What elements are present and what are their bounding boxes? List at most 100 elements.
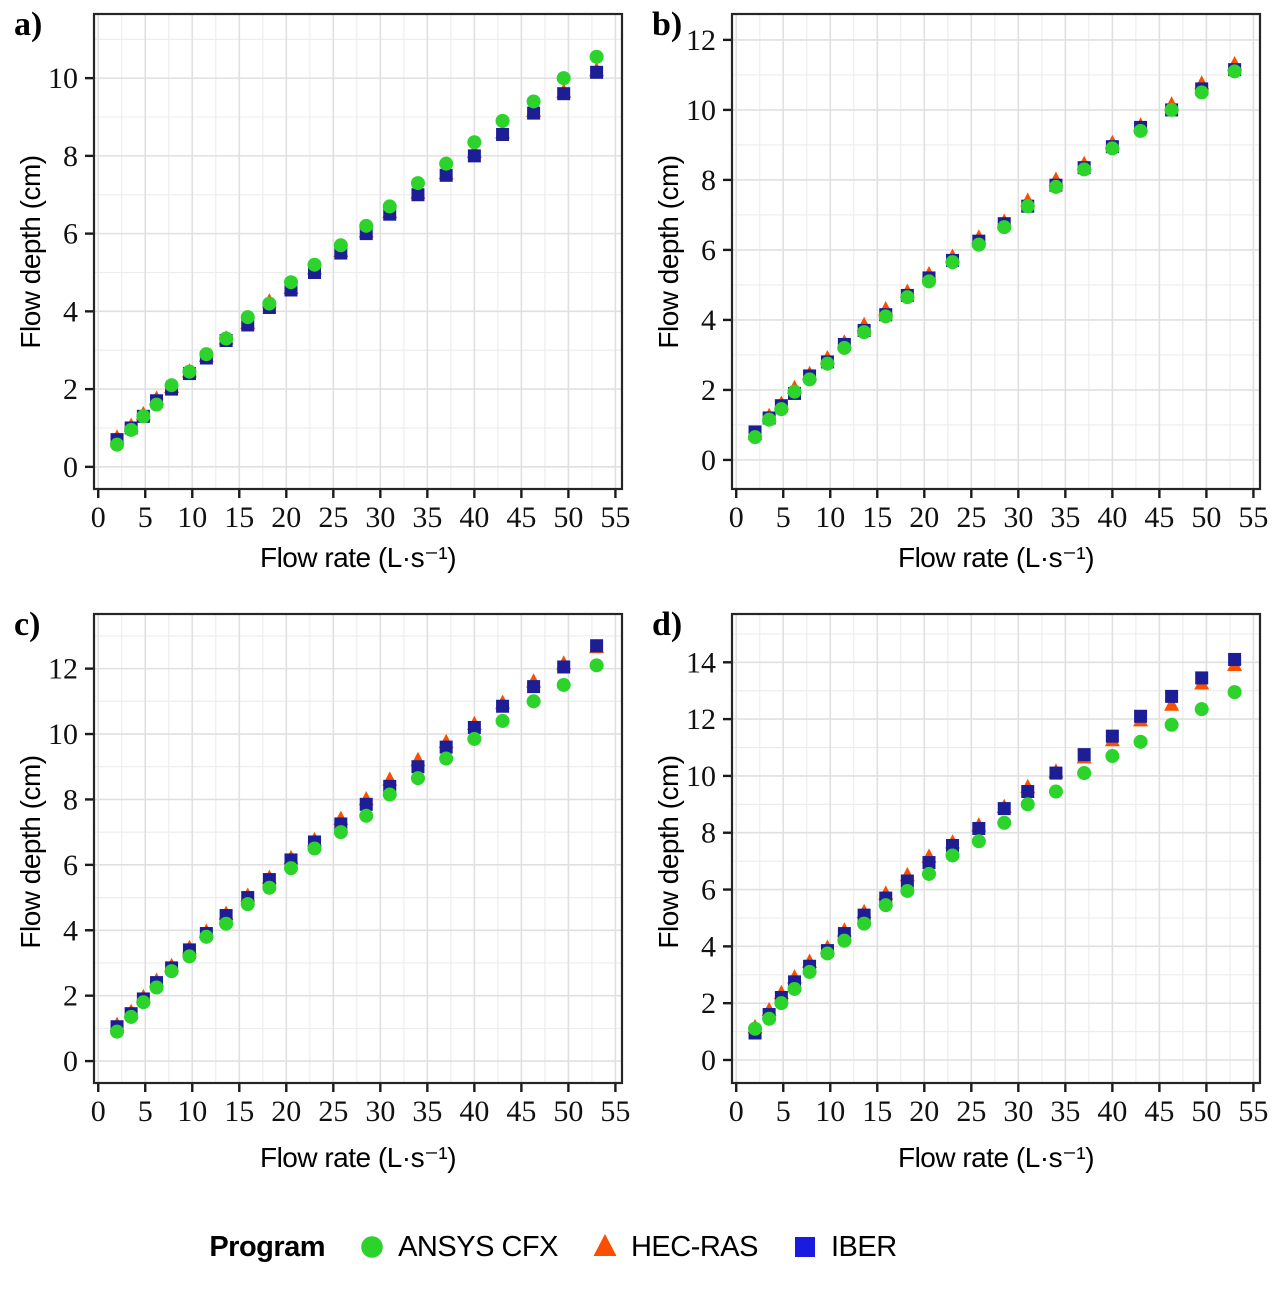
svg-text:35: 35: [412, 501, 442, 534]
svg-text:30: 30: [365, 501, 395, 534]
svg-text:0: 0: [63, 1045, 78, 1078]
svg-text:25: 25: [956, 1095, 986, 1128]
svg-text:15: 15: [224, 501, 254, 534]
svg-text:2: 2: [63, 980, 78, 1013]
panel-c-x-axis-title: Flow rate (L·s⁻¹): [259, 1142, 457, 1173]
svg-text:5: 5: [138, 501, 153, 534]
svg-text:0: 0: [701, 444, 716, 477]
svg-text:0: 0: [91, 1095, 106, 1128]
svg-text:25: 25: [318, 1095, 348, 1128]
svg-text:12: 12: [48, 653, 78, 686]
svg-text:20: 20: [271, 1095, 301, 1128]
svg-text:2: 2: [701, 374, 716, 407]
svg-text:6: 6: [63, 218, 78, 251]
svg-text:55: 55: [600, 1095, 630, 1128]
svg-text:4: 4: [701, 930, 716, 963]
svg-text:6: 6: [701, 234, 716, 267]
svg-text:35: 35: [1050, 501, 1080, 534]
svg-text:40: 40: [1097, 501, 1127, 534]
svg-text:5: 5: [138, 1095, 153, 1128]
svg-text:10: 10: [686, 760, 716, 793]
legend-item-hec-ras: HEC-RAS: [592, 1231, 758, 1264]
legend: Program ANSYS CFX HEC-RAS IBER: [0, 1212, 1191, 1282]
svg-text:10: 10: [177, 501, 207, 534]
panel-b-letter: b): [652, 6, 683, 43]
legend-item-ansys-cfx: ANSYS CFX: [359, 1231, 558, 1264]
panel-c: 0 5 10 15 20 25 30 35 40 45 50 55 0 2 4 6 8 10 12 c) Flow …: [0, 600, 638, 1200]
svg-text:55: 55: [1238, 501, 1268, 534]
series-ansys-cfx: [748, 685, 1242, 1036]
panel-c-letter: c): [14, 606, 41, 643]
panel-a-letter: a): [14, 6, 43, 43]
legend-label-hec-ras: HEC-RAS: [630, 1230, 759, 1263]
svg-text:20: 20: [909, 1095, 939, 1128]
svg-text:10: 10: [815, 501, 845, 534]
svg-text:8: 8: [701, 164, 716, 197]
svg-text:4: 4: [63, 914, 78, 947]
svg-text:40: 40: [459, 1095, 489, 1128]
iber-square-icon: [794, 1237, 815, 1257]
svg-text:40: 40: [1097, 1095, 1127, 1128]
svg-text:2: 2: [63, 373, 78, 406]
svg-text:55: 55: [600, 501, 630, 534]
series-ansys-cfx: [748, 64, 1242, 445]
svg-text:8: 8: [63, 140, 78, 173]
panel-a-y-axis-title: Flow depth (cm): [15, 155, 46, 349]
svg-text:0: 0: [91, 501, 106, 534]
svg-text:0: 0: [701, 1044, 716, 1077]
panel-d: 0 5 10 15 20 25 30 35 40 45 50 55 0 2 4 6 8 10 12 14 d) Flo…: [638, 600, 1276, 1200]
svg-text:25: 25: [956, 501, 986, 534]
svg-text:2: 2: [701, 987, 716, 1020]
svg-text:12: 12: [686, 24, 716, 57]
svg-text:4: 4: [63, 295, 78, 328]
svg-text:6: 6: [63, 849, 78, 882]
legend-item-iber: IBER: [792, 1231, 897, 1264]
legend-title: Program: [209, 1230, 326, 1263]
panel-c-y-axis-title: Flow depth (cm): [15, 755, 46, 949]
svg-text:6: 6: [701, 874, 716, 907]
svg-text:15: 15: [224, 1095, 254, 1128]
svg-text:50: 50: [553, 1095, 583, 1128]
svg-text:15: 15: [862, 501, 892, 534]
svg-text:45: 45: [506, 1095, 536, 1128]
svg-text:0: 0: [63, 451, 78, 484]
panel-b-x-axis-title: Flow rate (L·s⁻¹): [897, 542, 1095, 573]
svg-text:35: 35: [412, 1095, 442, 1128]
svg-text:4: 4: [701, 304, 716, 337]
svg-text:10: 10: [48, 62, 78, 95]
svg-text:12: 12: [686, 703, 716, 736]
panel-b: 0 5 10 15 20 25 30 35 40 45 50 55 0 2 4 6 8 10 12 b) Flow …: [638, 0, 1276, 600]
svg-text:8: 8: [63, 783, 78, 816]
svg-text:20: 20: [271, 501, 301, 534]
svg-text:10: 10: [177, 1095, 207, 1128]
svg-text:50: 50: [553, 501, 583, 534]
panel-b-y-axis-title: Flow depth (cm): [653, 155, 684, 349]
svg-text:40: 40: [459, 501, 489, 534]
svg-text:15: 15: [862, 1095, 892, 1128]
hec-ras-triangle-icon: [593, 1234, 617, 1257]
svg-text:45: 45: [506, 501, 536, 534]
svg-text:50: 50: [1191, 1095, 1221, 1128]
svg-text:30: 30: [1003, 1095, 1033, 1128]
svg-text:20: 20: [909, 501, 939, 534]
svg-text:55: 55: [1238, 1095, 1268, 1128]
svg-text:0: 0: [729, 1095, 744, 1128]
svg-text:35: 35: [1050, 1095, 1080, 1128]
svg-text:0: 0: [729, 501, 744, 534]
ansys-cfx-circle-icon: [361, 1236, 383, 1258]
svg-text:10: 10: [815, 1095, 845, 1128]
svg-text:30: 30: [365, 1095, 395, 1128]
svg-text:14: 14: [686, 646, 716, 679]
legend-label-iber: IBER: [830, 1230, 897, 1263]
svg-text:45: 45: [1144, 501, 1174, 534]
svg-text:10: 10: [48, 718, 78, 751]
svg-text:10: 10: [686, 94, 716, 127]
svg-text:5: 5: [776, 1095, 791, 1128]
series-ansys-cfx: [110, 658, 604, 1039]
panel-d-x-axis-title: Flow rate (L·s⁻¹): [897, 1142, 1095, 1173]
